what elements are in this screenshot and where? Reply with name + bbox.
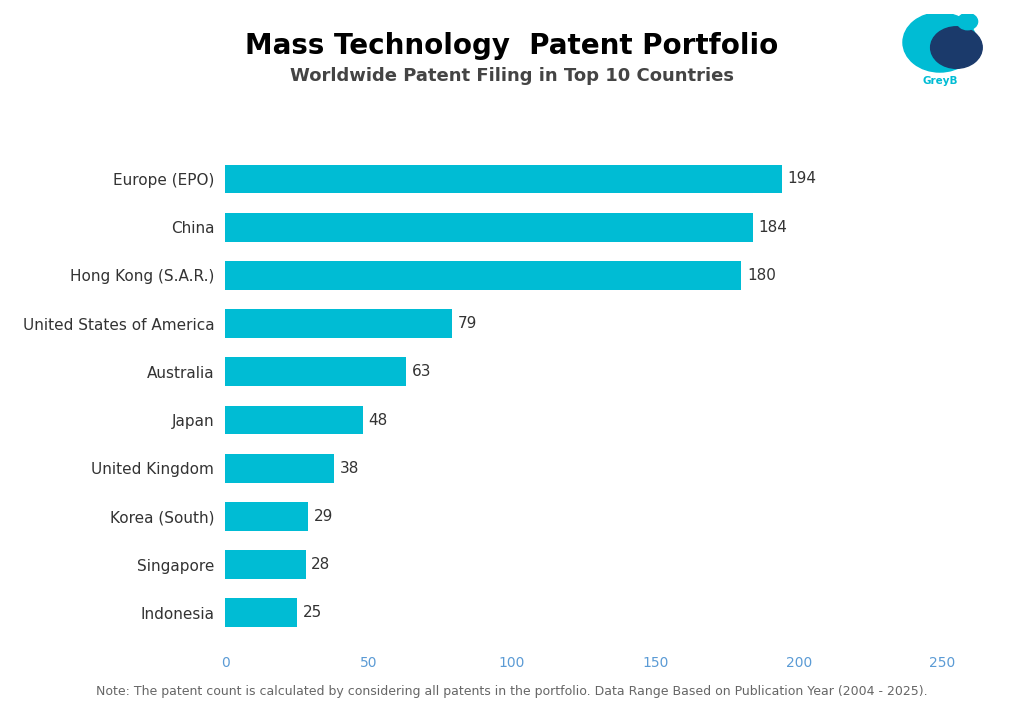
Text: 38: 38	[340, 461, 359, 476]
Text: Note: The patent count is calculated by considering all patents in the portfolio: Note: The patent count is calculated by …	[96, 685, 928, 698]
Text: 48: 48	[369, 412, 388, 428]
Text: 29: 29	[314, 509, 334, 524]
Bar	[225, 213, 753, 242]
Text: 63: 63	[412, 364, 431, 380]
Text: Mass Technology  Patent Portfolio: Mass Technology Patent Portfolio	[246, 32, 778, 60]
Bar	[225, 550, 305, 579]
Text: 25: 25	[303, 605, 322, 620]
Text: 184: 184	[759, 220, 787, 235]
Bar	[225, 309, 452, 338]
Bar	[225, 261, 741, 290]
Bar	[225, 502, 308, 531]
Text: 180: 180	[748, 268, 776, 283]
Circle shape	[931, 27, 982, 69]
Bar	[225, 165, 781, 194]
Circle shape	[903, 13, 977, 72]
Circle shape	[957, 13, 978, 30]
Bar	[225, 598, 297, 627]
Bar	[225, 454, 334, 483]
Text: 28: 28	[311, 557, 331, 572]
Text: 194: 194	[787, 172, 816, 187]
Text: 79: 79	[458, 316, 477, 331]
Bar	[225, 406, 362, 435]
Text: GreyB: GreyB	[922, 76, 957, 86]
Text: Worldwide Patent Filing in Top 10 Countries: Worldwide Patent Filing in Top 10 Countr…	[290, 67, 734, 85]
Bar	[225, 357, 406, 386]
